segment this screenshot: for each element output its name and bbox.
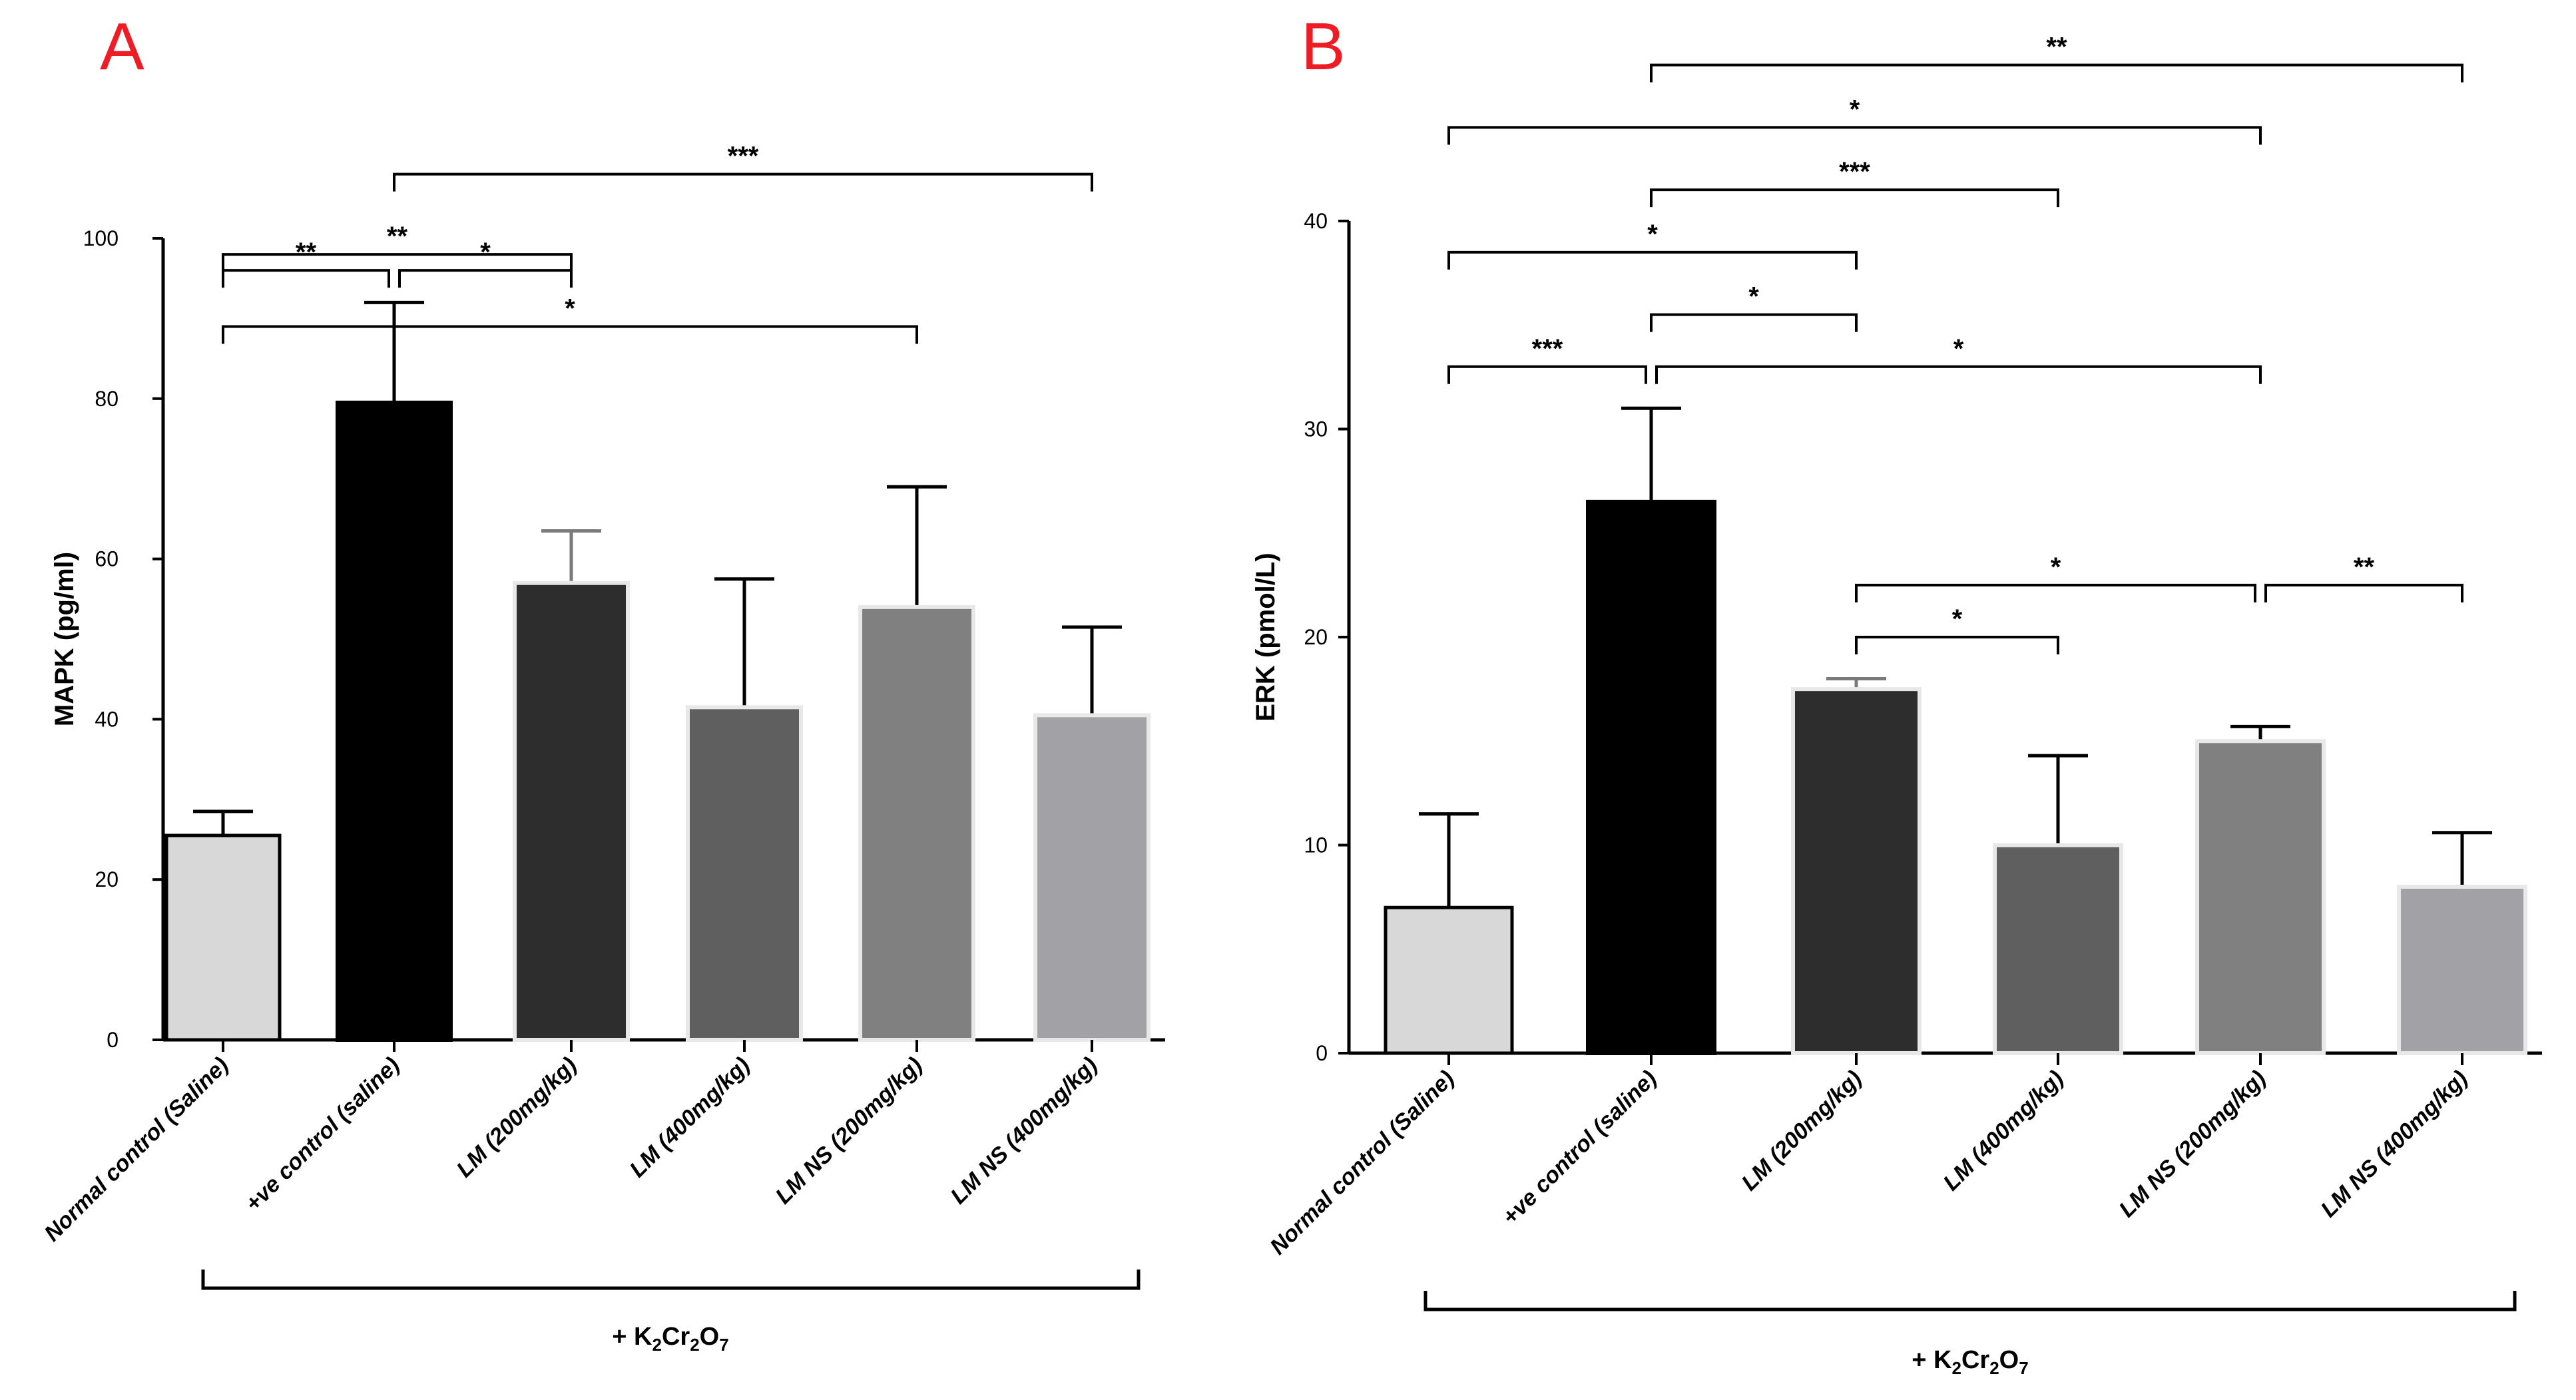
formula-text: O (1999, 1346, 2019, 1374)
panel-a: A 0 20 40 60 80 100 MAPK (pg/ml) Normal control… (39, 9, 1165, 1355)
significance-label: * (1952, 604, 1963, 634)
category-label: LM NS (400mg/kg) (2316, 1066, 2472, 1222)
significance-bracket (1447, 250, 1858, 270)
bar (1384, 905, 1514, 1055)
bar (1033, 713, 1151, 1042)
bar (336, 400, 453, 1042)
category-label: LM (200mg/kg) (451, 1052, 581, 1182)
y-tick-label: 10 (1304, 833, 1328, 857)
category-label: Normal control (Saline) (39, 1052, 233, 1246)
significance-bracket (222, 325, 918, 344)
bar (2195, 739, 2326, 1055)
significance-bracket (1447, 126, 2262, 145)
formula-text: Cr (1961, 1346, 1989, 1374)
y-tick-label: 40 (1304, 209, 1328, 233)
y-tick-label: 30 (1304, 417, 1328, 441)
formula-subscript: 7 (2019, 1358, 2028, 1378)
significance-label: *** (1839, 157, 1870, 186)
significance-bracket (393, 172, 1093, 192)
panel-a-letter: A (100, 9, 144, 84)
category-label: LM (400mg/kg) (1938, 1066, 2068, 1196)
significance-label: * (1748, 282, 1759, 312)
y-tick-label: 40 (95, 707, 119, 731)
significance-bracket (2264, 583, 2463, 602)
panel-b-letter: B (1301, 9, 1346, 84)
bar (513, 581, 630, 1042)
significance-label: * (1953, 334, 1964, 363)
significance-bracket (1855, 583, 2256, 602)
bar (686, 705, 803, 1042)
y-tick-label: 0 (107, 1028, 119, 1052)
bar (1993, 843, 2123, 1055)
significance-bracket (1650, 63, 2463, 83)
category-label: LM NS (200mg/kg) (770, 1052, 927, 1209)
significance-label: * (1850, 95, 1860, 124)
significance-label: * (480, 238, 491, 267)
category-label: Normal control (Saline) (1265, 1066, 1459, 1260)
significance-bracket (1650, 313, 1858, 332)
treatment-group-label: + K2Cr2O7 (612, 1323, 728, 1355)
significance-bracket (1655, 365, 2262, 384)
category-label: +ve control (saline) (1497, 1066, 1662, 1230)
bar (1791, 687, 1922, 1055)
category-label: +ve control (saline) (240, 1052, 405, 1217)
significance-label: * (2051, 553, 2061, 582)
formula-subscript: 2 (652, 1335, 662, 1355)
treatment-group-label: + K2Cr2O7 (1912, 1346, 2028, 1378)
treatment-group-bracket (1423, 1291, 2517, 1311)
y-axis-label: MAPK (pg/ml) (50, 552, 79, 726)
erk-bar-chart: 0 10 20 30 40 ERK (pmol/L) Normal control (Sal… (1251, 33, 2542, 1378)
category-label: LM (400mg/kg) (625, 1052, 754, 1182)
treatment-group-bracket (201, 1270, 1141, 1290)
bar (2397, 885, 2527, 1055)
significance-bracket (1650, 188, 2059, 208)
y-tick-label: 80 (95, 387, 119, 411)
significance-label: * (1647, 220, 1658, 249)
y-axis-label: ERK (pmol/L) (1251, 553, 1280, 721)
significance-label: *** (728, 142, 759, 171)
category-label: LM (200mg/kg) (1736, 1066, 1866, 1196)
formula-text: + K (612, 1323, 652, 1351)
significance-label: *** (1532, 334, 1563, 363)
formula-subscript: 2 (690, 1335, 699, 1355)
y-tick-label: 0 (1316, 1041, 1328, 1065)
formula-subscript: 7 (719, 1335, 728, 1355)
significance-bracket (222, 269, 390, 288)
bar (164, 833, 282, 1042)
mapk-bar-chart: 0 20 40 60 80 100 MAPK (pg/ml) Normal control (… (39, 142, 1165, 1355)
significance-label: ** (2354, 553, 2375, 582)
category-label: LM NS (400mg/kg) (945, 1052, 1102, 1209)
formula-subscript: 2 (1989, 1358, 1999, 1378)
bar (858, 604, 975, 1042)
significance-bracket (1855, 636, 2059, 654)
y-tick-label: 100 (83, 226, 119, 250)
formula-subscript: 2 (1952, 1358, 1961, 1378)
significance-label: ** (296, 238, 317, 267)
significance-bracket (222, 253, 573, 272)
significance-label: ** (387, 222, 408, 251)
formula-text: O (700, 1323, 720, 1351)
formula-text: + K (1912, 1346, 1952, 1374)
formula-text: Cr (662, 1323, 690, 1351)
category-label: LM NS (200mg/kg) (2114, 1066, 2270, 1222)
significance-label: * (565, 294, 575, 323)
significance-bracket (1447, 365, 1647, 384)
panel-b: B 0 10 20 30 40 ERK (pmol/L) Normal control (S… (1251, 0, 2576, 1400)
y-tick-label: 60 (95, 547, 119, 571)
bar (1586, 499, 1716, 1055)
y-tick-label: 20 (1304, 625, 1328, 649)
significance-label: ** (2046, 33, 2067, 62)
y-tick-label: 20 (95, 867, 119, 891)
significance-bracket (398, 269, 573, 288)
